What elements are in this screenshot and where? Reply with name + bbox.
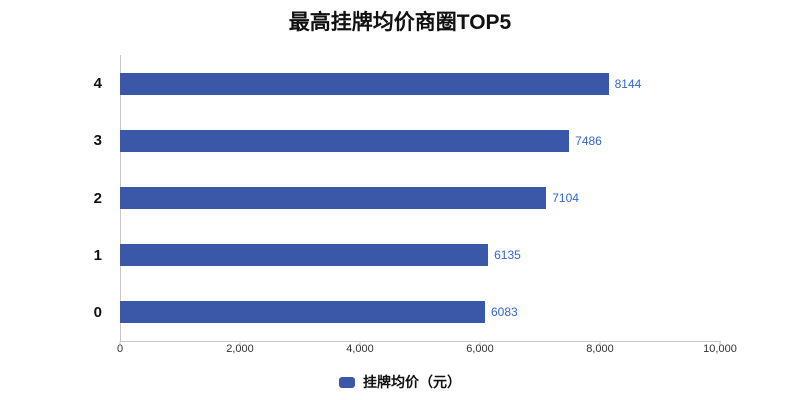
x-tick-label: 6,000 bbox=[466, 343, 494, 355]
bar[interactable] bbox=[120, 72, 609, 95]
bar[interactable] bbox=[120, 129, 570, 152]
legend-label: 挂牌均价（元） bbox=[363, 374, 461, 390]
x-tick-mark bbox=[479, 341, 481, 345]
plot-area: 4 8144 3 7486 2 7104 1 6135 0 6083 bbox=[0, 55, 720, 341]
value-label: 8144 bbox=[614, 76, 642, 91]
value-label: 6135 bbox=[494, 248, 521, 263]
bar-track: 8144 bbox=[120, 72, 720, 95]
x-tick-label: 2,000 bbox=[226, 343, 254, 355]
x-tick-mark bbox=[119, 341, 121, 345]
x-tick-label: 10,000 bbox=[703, 343, 737, 355]
category-label: 4 bbox=[93, 75, 102, 93]
x-tick-mark bbox=[599, 341, 601, 345]
bar[interactable] bbox=[120, 301, 485, 324]
chart-title: 最高挂牌均价商圈TOP5 bbox=[288, 11, 512, 34]
value-label: 7486 bbox=[575, 133, 602, 148]
bar-track: 7486 bbox=[120, 129, 720, 152]
bar-track: 6083 bbox=[120, 301, 720, 324]
category-label: 2 bbox=[93, 189, 102, 207]
legend[interactable]: 挂牌均价（元） bbox=[0, 372, 800, 392]
x-tick-label: 0 bbox=[116, 343, 124, 355]
bar-row: 1 6135 bbox=[0, 227, 720, 284]
value-label: 6083 bbox=[490, 305, 518, 320]
bar-row: 4 8144 bbox=[0, 55, 720, 112]
bar-track: 7104 bbox=[120, 187, 720, 209]
category-label: 0 bbox=[93, 303, 102, 321]
legend-swatch-icon bbox=[339, 376, 355, 388]
bar-row: 3 7486 bbox=[0, 112, 720, 169]
bar-track: 6135 bbox=[120, 244, 720, 267]
x-axis-ticks: 0 2,000 4,000 6,000 8,000 10,000 bbox=[116, 341, 737, 365]
bar[interactable] bbox=[120, 187, 547, 209]
value-label: 7104 bbox=[552, 191, 579, 205]
category-label: 3 bbox=[93, 132, 102, 150]
category-label: 1 bbox=[93, 246, 102, 264]
x-axis-line bbox=[120, 341, 721, 342]
x-tick-mark bbox=[359, 341, 361, 345]
bar-row: 2 7104 bbox=[0, 169, 720, 226]
x-tick-mark bbox=[719, 341, 721, 345]
bar-row: 0 6083 bbox=[0, 284, 720, 341]
x-tick-mark bbox=[239, 341, 241, 345]
x-tick-label: 4,000 bbox=[346, 343, 374, 355]
x-tick-label: 8,000 bbox=[586, 343, 614, 355]
bar[interactable] bbox=[120, 244, 489, 267]
